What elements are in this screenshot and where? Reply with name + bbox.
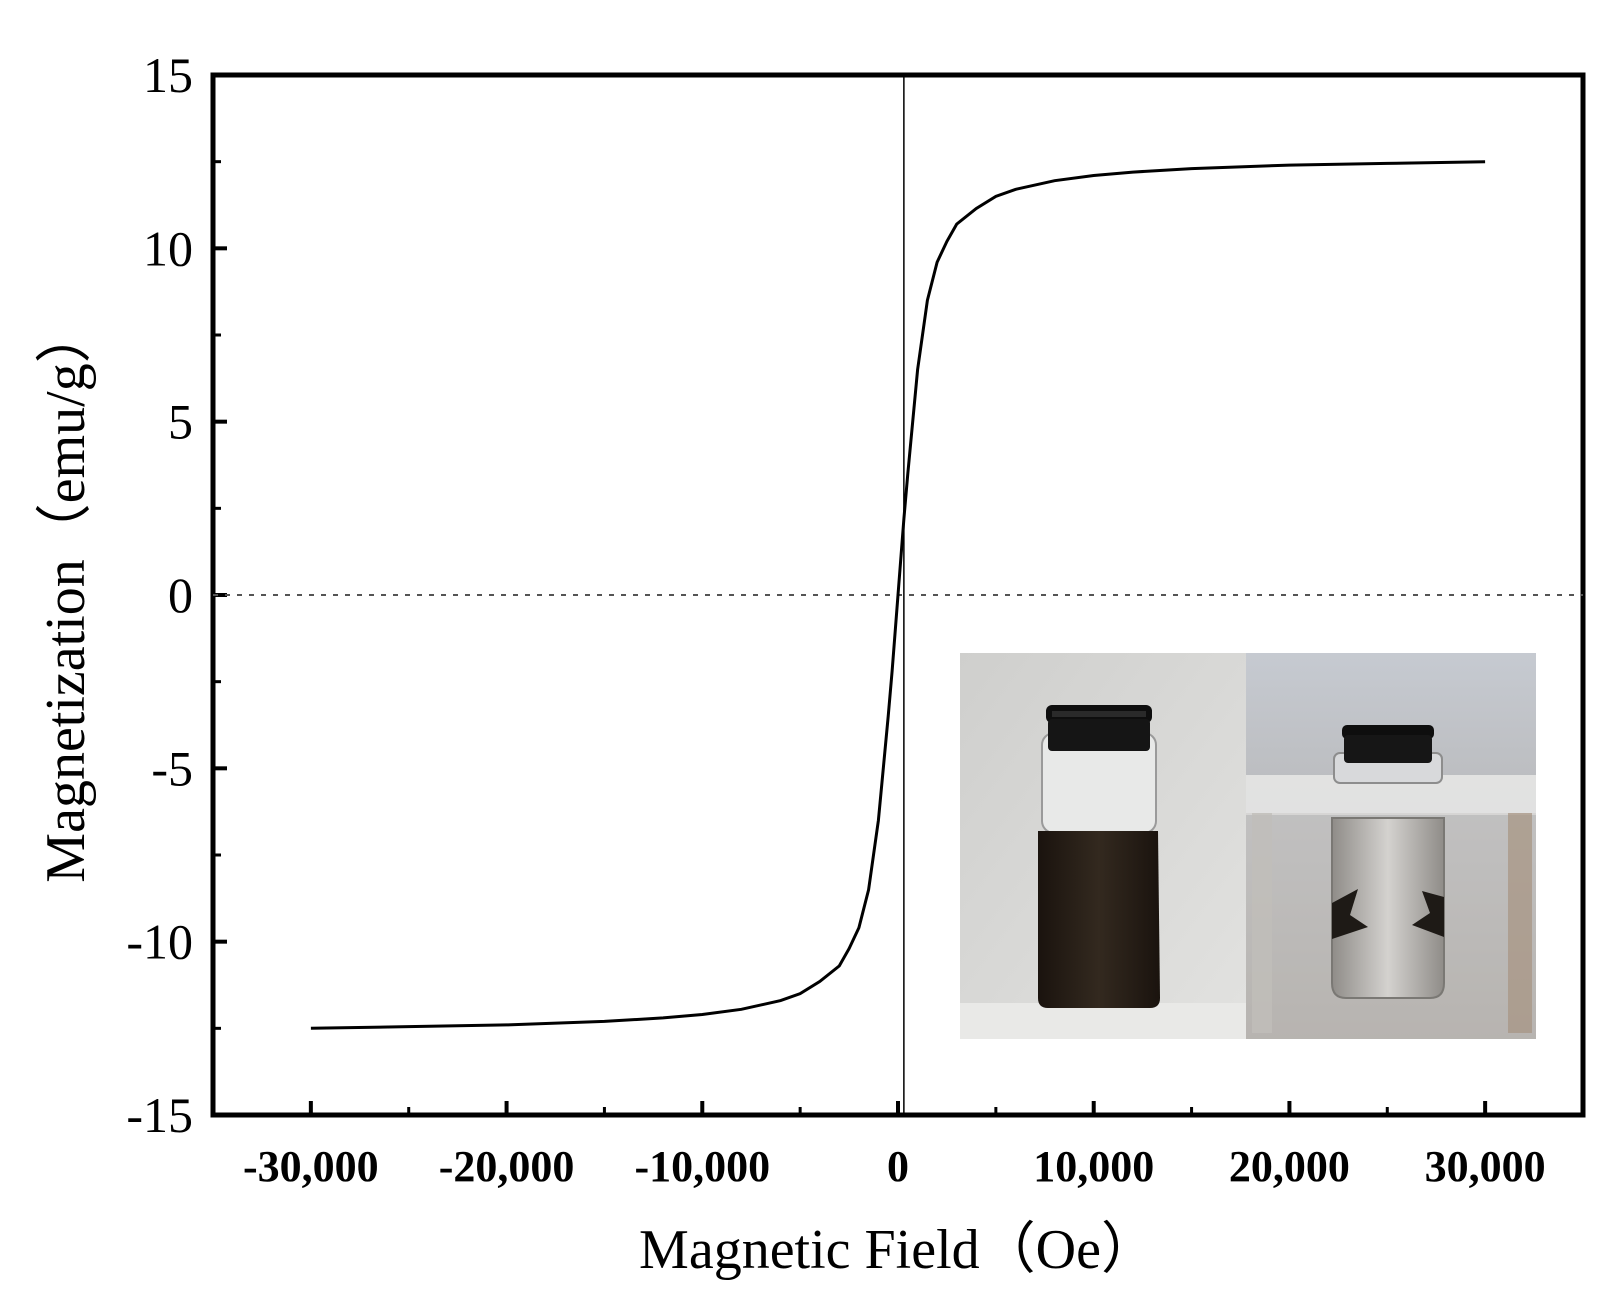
- y-axis: -15 -10 -5 0 5 10 15: [126, 47, 227, 1143]
- y-tick-label: 0: [168, 567, 193, 623]
- x-tick-label: 20,000: [1229, 1142, 1350, 1191]
- y-tick-label: 15: [143, 47, 193, 103]
- x-axis: -30,000 -20,000 -10,000 0 10,000 20,000 30,000: [243, 1101, 1546, 1191]
- x-tick-label: -20,000: [439, 1142, 575, 1191]
- x-tick-label: -30,000: [243, 1142, 379, 1191]
- inset-photo: [960, 653, 1536, 1039]
- y-tick-label: -5: [151, 740, 193, 796]
- y-axis-title: Magnetization（emu/g）: [35, 307, 97, 882]
- y-tick-label: 10: [143, 220, 193, 276]
- x-tick-label: 30,000: [1425, 1142, 1546, 1191]
- x-axis-title: Magnetic Field（Oe）: [639, 1219, 1157, 1281]
- y-tick-label: -10: [126, 914, 193, 970]
- y-tick-label: 5: [168, 394, 193, 450]
- y-tick-label: -15: [126, 1087, 193, 1143]
- x-tick-label: -10,000: [634, 1142, 770, 1191]
- vial-dispersed: [960, 653, 1246, 1039]
- x-tick-label: 10,000: [1033, 1142, 1154, 1191]
- vial-separated: [1246, 653, 1536, 1039]
- magnetization-curve: [310, 160, 1486, 1030]
- x-tick-label: 0: [887, 1142, 909, 1191]
